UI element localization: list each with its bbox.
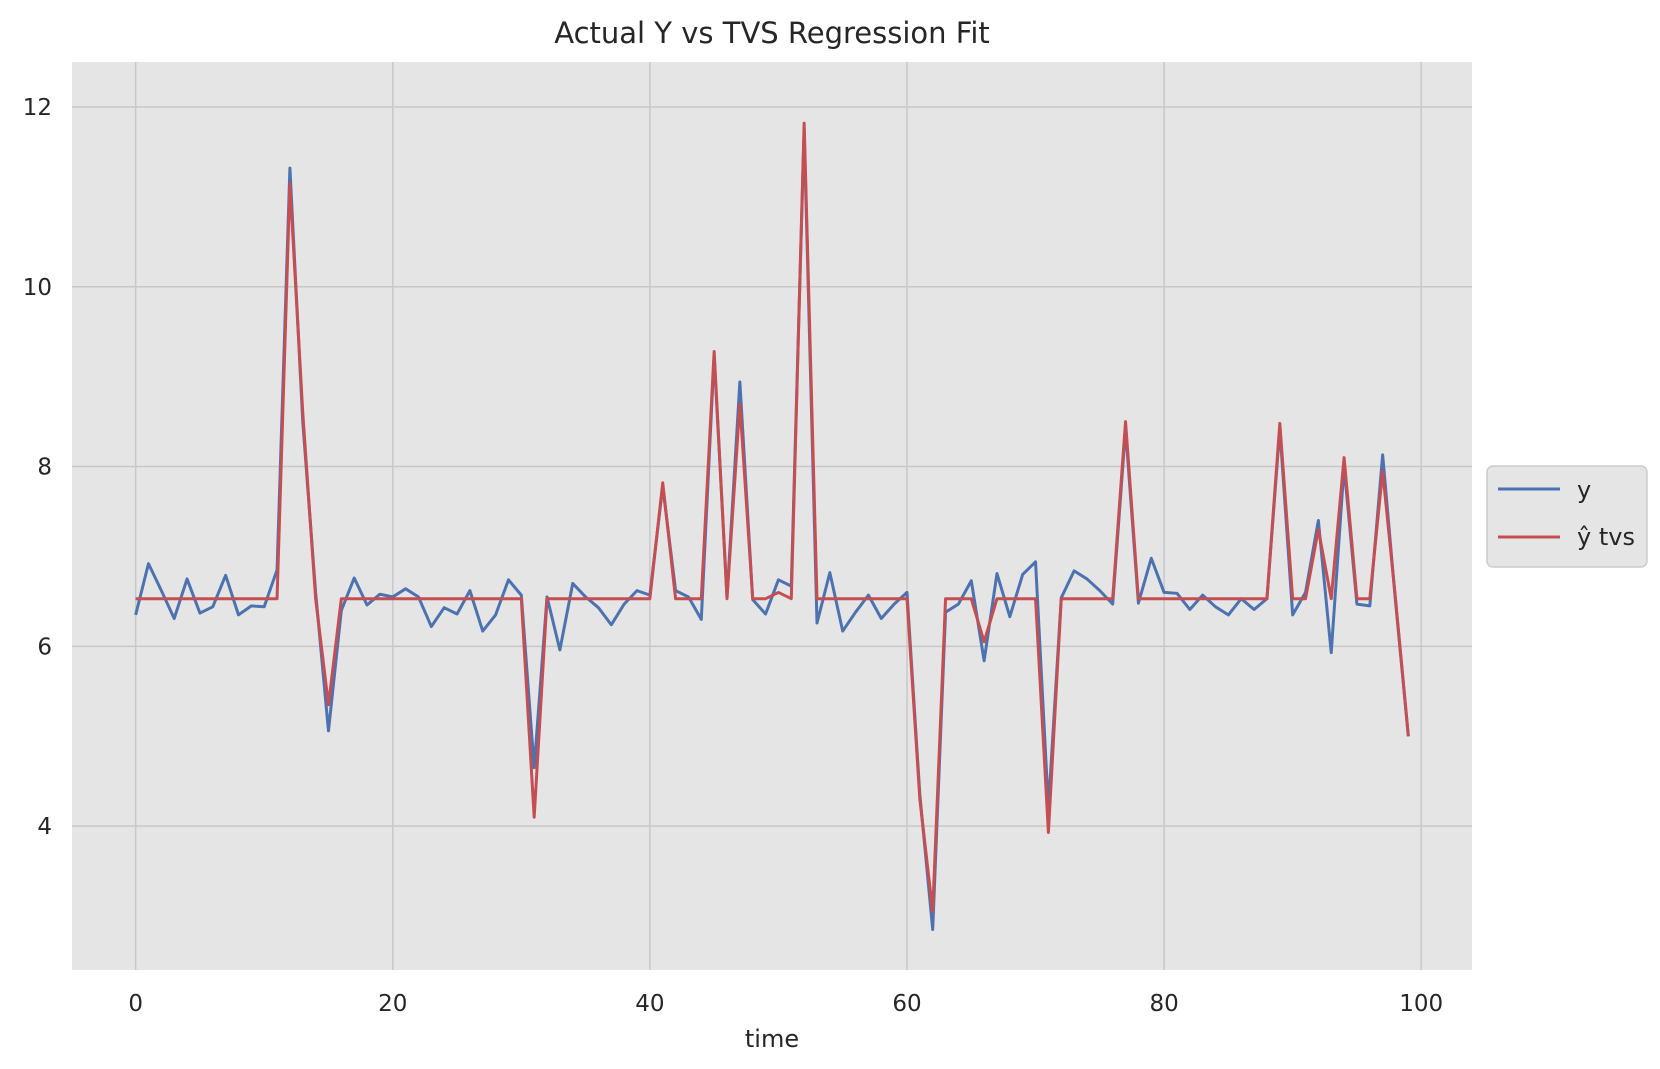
legend-label-y: y	[1577, 476, 1591, 504]
y-tick-labels: 4 6 8 10 12	[23, 95, 52, 840]
x-tick-label: 40	[635, 991, 664, 1017]
y-tick-label: 10	[23, 275, 52, 301]
grid-lines	[72, 62, 1472, 970]
plot-background	[72, 62, 1472, 970]
x-tick-label: 0	[128, 991, 143, 1017]
legend: y ŷ tvs	[1486, 465, 1648, 568]
y-tick-label: 12	[23, 95, 52, 121]
series-layer	[134, 121, 1410, 932]
y-tick-label: 8	[37, 455, 52, 481]
x-tick-label: 80	[1149, 991, 1178, 1017]
chart-title: Actual Y vs TVS Regression Fit	[554, 16, 990, 50]
legend-box	[1486, 465, 1648, 568]
x-tick-label: 20	[378, 991, 407, 1017]
legend-label-yhat: ŷ tvs	[1577, 523, 1635, 551]
x-axis-label: time	[745, 1025, 799, 1053]
x-tick-label: 100	[1399, 991, 1443, 1017]
series-line-yhat-tvs	[135, 121, 1410, 914]
y-tick-label: 4	[37, 814, 52, 840]
x-tick-label: 60	[892, 991, 921, 1017]
x-tick-labels: 0 20 40 60 80 100	[128, 991, 1443, 1017]
y-tick-label: 6	[37, 634, 52, 660]
